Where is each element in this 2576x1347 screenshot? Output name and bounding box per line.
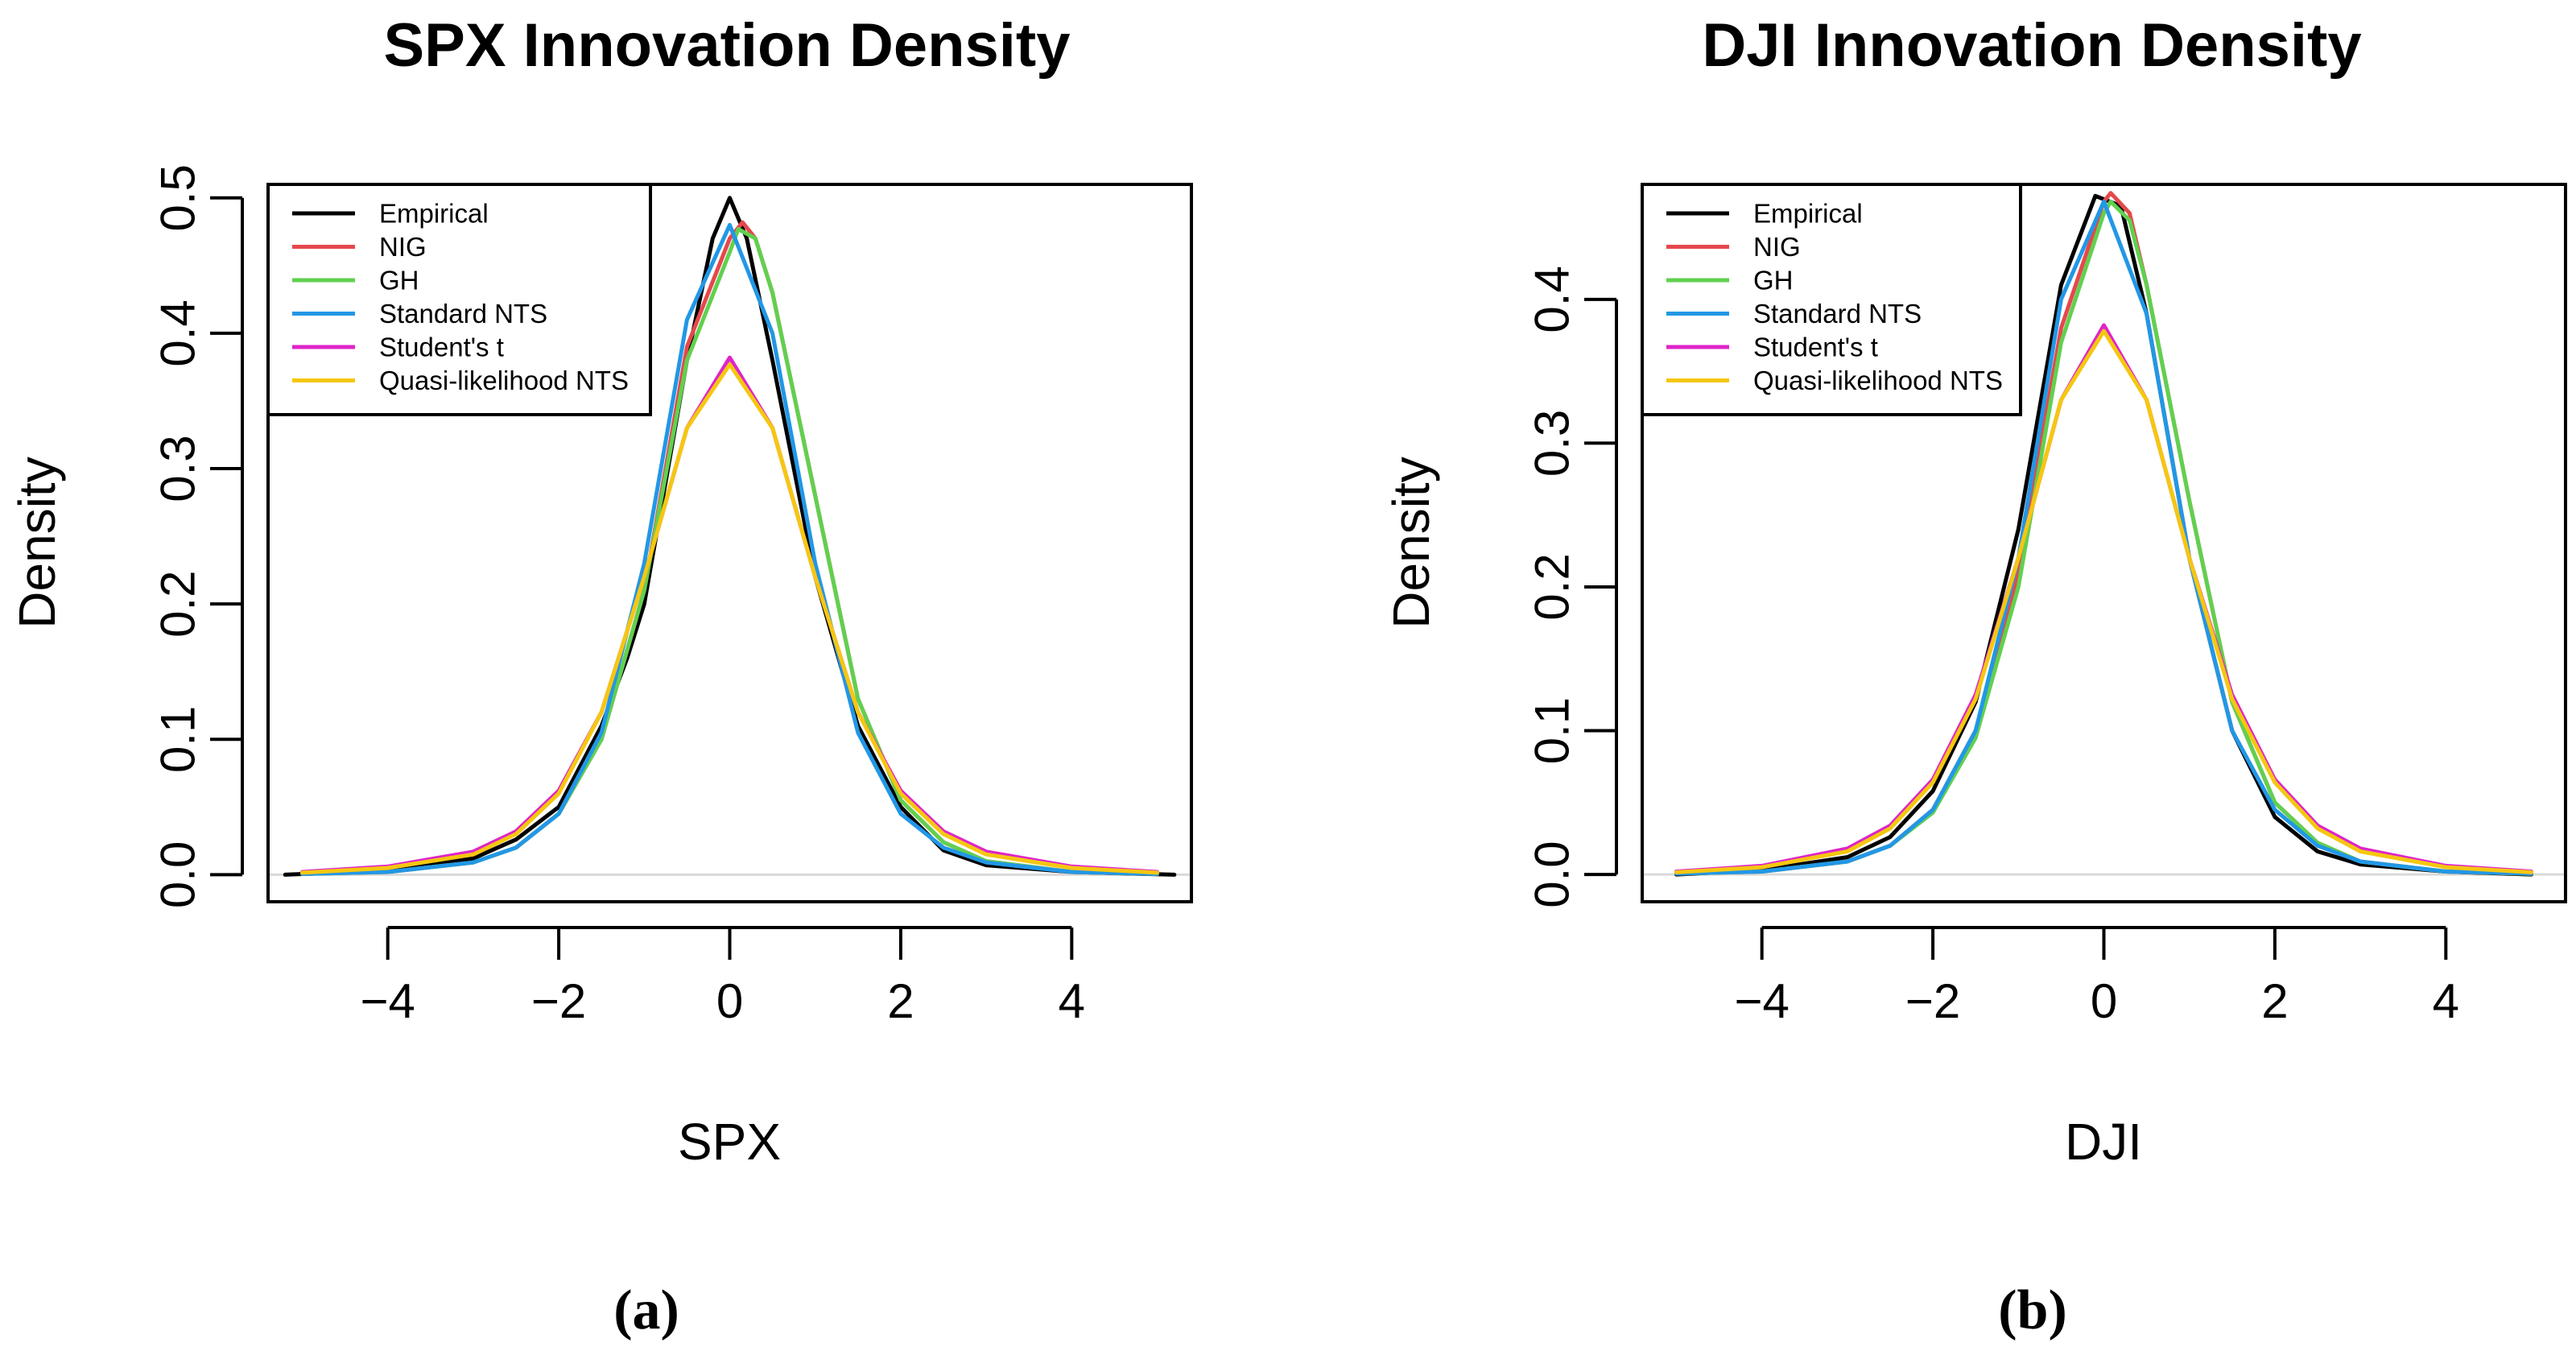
x-tick-label: −2 — [1905, 974, 1960, 1028]
y-tick-label: 0.0 — [1525, 841, 1579, 907]
x-tick-label: 0 — [716, 974, 743, 1028]
x-axis-label: DJI — [2065, 1113, 2142, 1171]
legend-label-quasi-likelihood-nts: Quasi-likelihood NTS — [379, 366, 629, 395]
legend-label-nig: NIG — [379, 232, 427, 262]
series-line-empirical — [1674, 193, 2533, 877]
y-tick-label: 0.2 — [151, 570, 205, 637]
legend-label-empirical: Empirical — [1753, 199, 1863, 229]
series-line-student-s-t — [1674, 323, 2533, 874]
y-tick-label: 0.5 — [151, 164, 205, 231]
legend-box — [1641, 183, 2022, 416]
chart-title: SPX Innovation Density — [383, 11, 1070, 80]
legend-label-student-s-t: Student's t — [1753, 333, 1878, 362]
legend-label-gh: GH — [379, 266, 419, 295]
y-tick-label: 0.3 — [1525, 410, 1579, 477]
y-tick-label: 0.1 — [1525, 697, 1579, 764]
x-tick-label: 2 — [2261, 974, 2288, 1028]
chart-title: DJI Innovation Density — [1702, 11, 2361, 80]
y-tick-label: 0.4 — [1525, 266, 1579, 333]
series-line-standard-nts — [1674, 199, 2533, 876]
y-tick-label: 0.4 — [151, 300, 205, 366]
series-lines — [1674, 191, 2533, 877]
y-tick-label: 0.2 — [1525, 553, 1579, 620]
x-axis: −4 −2 0 2 4 — [360, 926, 1085, 1028]
panel-dji: DJI Innovation Density −4 −2 0 2 4 0.0 0.1 0.2… — [1382, 11, 2567, 1341]
panel-spx: SPX Innovation Density −4 −2 0 2 4 0.0 0.1 0.2… — [8, 11, 1193, 1341]
subfigure-caption: (b) — [1998, 1279, 2067, 1341]
series-lines — [283, 196, 1177, 877]
legend-label-student-s-t: Student's t — [379, 333, 504, 362]
plot-frame — [1641, 183, 2567, 903]
x-tick-label: −2 — [531, 974, 586, 1028]
series-line-standard-nts — [300, 222, 1159, 876]
legend-label-gh: GH — [1753, 266, 1794, 295]
legend-label-nig: NIG — [1753, 232, 1801, 262]
x-tick-label: 4 — [2433, 974, 2459, 1028]
series-line-quasi-likelihood-nts — [1674, 328, 2533, 874]
x-tick-label: −4 — [1734, 974, 1789, 1028]
legend-label-empirical: Empirical — [379, 199, 489, 229]
y-axis-label: Density — [8, 457, 66, 628]
plot-area — [266, 183, 1193, 903]
x-tick-label: 2 — [887, 974, 914, 1028]
x-tick-label: 4 — [1059, 974, 1085, 1028]
plot-area — [1641, 183, 2567, 903]
series-line-quasi-likelihood-nts — [300, 362, 1159, 875]
y-axis: 0.0 0.1 0.2 0.3 0.4 0.5 — [151, 164, 244, 908]
plot-frame — [266, 183, 1193, 903]
legend-label-standard-nts: Standard NTS — [1753, 299, 1922, 328]
y-tick-label: 0.3 — [151, 435, 205, 502]
series-line-student-s-t — [300, 355, 1159, 874]
y-axis: 0.0 0.1 0.2 0.3 0.4 — [1525, 266, 1618, 908]
x-tick-label: 0 — [2091, 974, 2117, 1028]
y-axis-label: Density — [1382, 457, 1440, 628]
legend-box — [266, 183, 652, 416]
x-axis-label: SPX — [678, 1113, 781, 1171]
y-tick-label: 0.0 — [151, 841, 205, 908]
legend-label-standard-nts: Standard NTS — [379, 299, 547, 328]
legend-label-quasi-likelihood-nts: Quasi-likelihood NTS — [1753, 366, 2003, 395]
y-tick-label: 0.1 — [151, 706, 205, 773]
x-axis: −4 −2 0 2 4 — [1734, 926, 2459, 1028]
subfigure-caption: (a) — [613, 1279, 679, 1341]
x-tick-label: −4 — [360, 974, 415, 1028]
